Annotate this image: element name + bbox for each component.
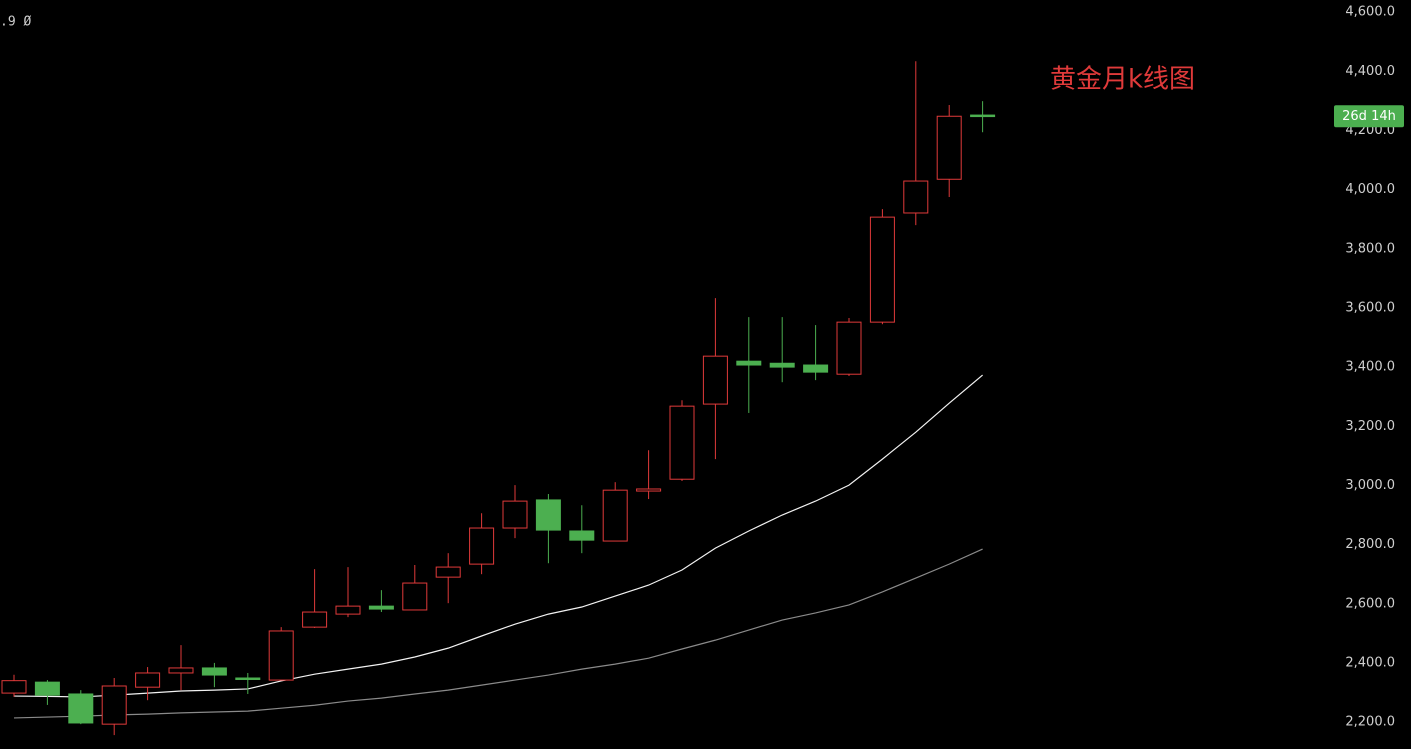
last-price-badge: [1334, 105, 1404, 128]
candle: [602, 482, 628, 542]
candle: [669, 400, 695, 481]
candle: [903, 61, 929, 226]
candle-body: [435, 566, 461, 578]
y-tick-label: 3,000.0: [1345, 478, 1395, 493]
countdown-label: 26d 14h: [1342, 109, 1396, 124]
candle: [736, 317, 762, 413]
candle-body: [602, 489, 628, 542]
y-tick-label: 3,600.0: [1345, 300, 1395, 315]
candle: [869, 209, 895, 325]
candle-body: [268, 630, 294, 681]
candle-body: [569, 530, 595, 541]
candle: [702, 298, 728, 460]
candle-body: [736, 360, 762, 366]
candle-body: [34, 681, 60, 696]
candle: [268, 627, 294, 681]
candle-body: [769, 362, 795, 368]
candle-body: [68, 693, 94, 724]
candle-body: [168, 667, 194, 674]
candle: [769, 317, 795, 383]
candle: [569, 505, 595, 554]
candle-body: [669, 405, 695, 480]
candle-body: [936, 115, 962, 180]
candle-body: [201, 667, 227, 676]
candle: [201, 662, 227, 688]
candle: [68, 690, 94, 725]
candle-body: [101, 685, 127, 725]
candle-body: [235, 677, 261, 681]
chart-title: 黄金月k线图: [1050, 65, 1195, 95]
moving-average-line: [13, 374, 983, 698]
candle: [402, 565, 428, 611]
candle-body: [135, 672, 161, 688]
candle: [970, 101, 996, 133]
candle-body: [869, 216, 895, 323]
y-tick-label: 2,600.0: [1345, 596, 1395, 611]
candle-body: [702, 355, 728, 405]
candle: [34, 680, 60, 705]
candle: [235, 672, 261, 694]
candle: [335, 567, 361, 618]
info-text: .9 Ø: [0, 15, 31, 30]
candle-body: [368, 605, 394, 610]
candle-body: [302, 611, 328, 628]
candle: [836, 317, 862, 376]
y-tick-label: 4,400.0: [1345, 64, 1395, 79]
candle: [502, 485, 528, 539]
candle-body: [335, 605, 361, 615]
y-tick-label: 2,200.0: [1345, 715, 1395, 730]
candle-body: [402, 582, 428, 611]
candle: [936, 105, 962, 198]
candle-body: [1, 680, 27, 694]
y-tick-label: 2,400.0: [1345, 655, 1395, 670]
candle: [469, 513, 495, 575]
candle-body: [970, 114, 996, 118]
candle-body: [502, 500, 528, 529]
candle: [135, 667, 161, 701]
candle: [302, 569, 328, 629]
candle: [368, 590, 394, 613]
candle-body: [836, 321, 862, 375]
candle: [803, 325, 829, 381]
candle: [168, 645, 194, 691]
candle-body: [469, 527, 495, 565]
candle-body: [803, 364, 829, 373]
y-tick-label: 3,400.0: [1345, 360, 1395, 375]
candle-body: [535, 499, 561, 531]
y-tick-label: 3,200.0: [1345, 419, 1395, 434]
candle: [435, 553, 461, 604]
candle: [535, 494, 561, 564]
candle: [101, 678, 127, 736]
y-tick-label: 4,600.0: [1345, 5, 1395, 20]
candle: [636, 450, 662, 500]
y-tick-label: 4,000.0: [1345, 182, 1395, 197]
y-tick-label: 3,800.0: [1345, 241, 1395, 256]
moving-average-line: [13, 548, 983, 719]
candle: [1, 674, 27, 697]
candle-body: [903, 180, 929, 214]
candle-body: [636, 488, 662, 492]
y-tick-label: 2,800.0: [1345, 537, 1395, 552]
